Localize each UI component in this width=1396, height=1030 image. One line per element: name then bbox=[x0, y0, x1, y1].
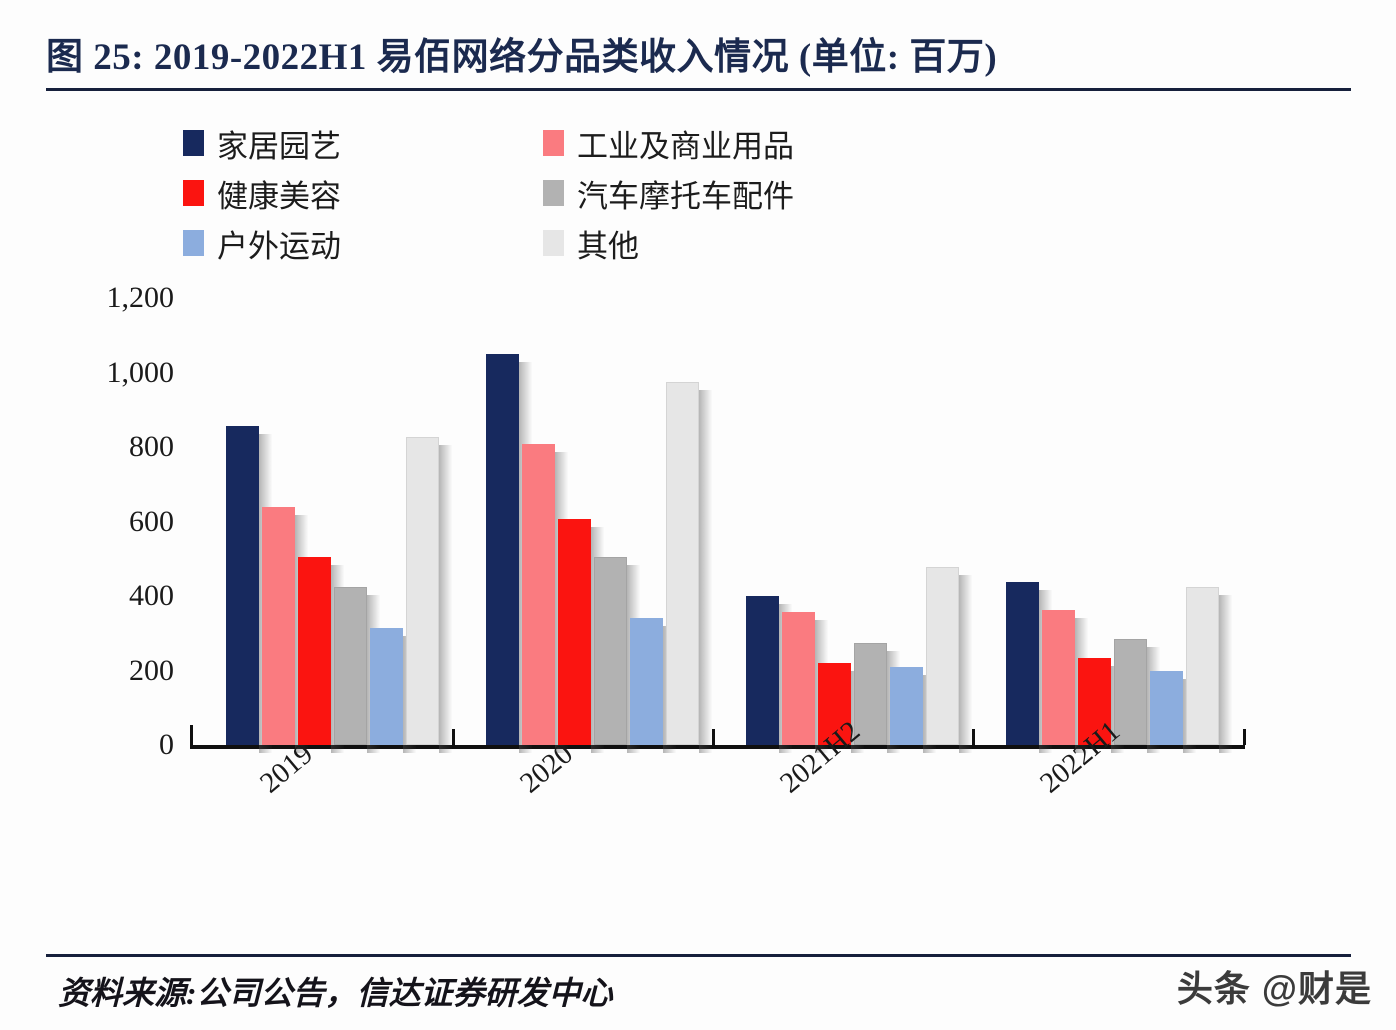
x-axis-tick bbox=[972, 729, 975, 745]
bar[interactable] bbox=[334, 587, 380, 753]
bar-shadow bbox=[959, 574, 972, 753]
y-axis-tick-label: 400 bbox=[129, 579, 174, 612]
bar[interactable] bbox=[666, 381, 712, 753]
legend-item[interactable]: 其他 bbox=[543, 218, 903, 268]
x-axis-tick bbox=[452, 729, 455, 745]
y-axis-tick-label: 1,200 bbox=[106, 281, 175, 314]
y-axis-tick-label: 800 bbox=[129, 430, 174, 463]
legend-item[interactable]: 汽车摩托车配件 bbox=[543, 168, 903, 218]
legend-swatch-icon bbox=[543, 230, 564, 256]
page-title: 图 25: 2019-2022H1 易佰网络分品类收入情况 (单位: 百万) bbox=[46, 37, 998, 78]
bar[interactable] bbox=[1186, 587, 1232, 753]
bar-body bbox=[890, 667, 923, 745]
figure-title-bar: 图 25: 2019-2022H1 易佰网络分品类收入情况 (单位: 百万) bbox=[46, 22, 1351, 84]
title-divider bbox=[46, 88, 1351, 91]
bar-body bbox=[818, 663, 851, 745]
x-axis-line bbox=[190, 745, 1245, 749]
legend-item[interactable]: 户外运动 bbox=[183, 218, 543, 268]
bar-body bbox=[486, 353, 519, 745]
bar-body bbox=[1078, 658, 1111, 745]
bar[interactable] bbox=[926, 566, 972, 753]
bar-shadow bbox=[1219, 595, 1232, 753]
bar-body bbox=[226, 426, 259, 745]
bar-shadow bbox=[439, 444, 452, 753]
bar-body bbox=[926, 566, 959, 745]
bar[interactable] bbox=[746, 596, 792, 753]
watermark: 头条 @财是 bbox=[1176, 968, 1372, 1009]
legend-label: 家居园艺 bbox=[217, 128, 341, 164]
y-axis-tick-label: 200 bbox=[129, 653, 174, 687]
bar-body bbox=[262, 506, 295, 745]
bar[interactable] bbox=[890, 667, 936, 753]
bar-body bbox=[1042, 610, 1075, 745]
legend-item[interactable]: 家居园艺 bbox=[183, 118, 543, 168]
bar-body bbox=[1150, 670, 1183, 745]
bar-body bbox=[782, 612, 815, 745]
bar[interactable] bbox=[406, 436, 452, 753]
x-axis-tick bbox=[712, 729, 715, 745]
y-axis-stub bbox=[190, 725, 193, 745]
bar[interactable] bbox=[630, 617, 676, 753]
bar[interactable] bbox=[854, 642, 900, 753]
chart-legend: 家居园艺 工业及商业用品健康美容 汽车摩托车配件户外运动 其他 bbox=[183, 118, 1143, 268]
y-axis-tick-label: 0 bbox=[159, 728, 174, 761]
legend-swatch-icon bbox=[183, 130, 204, 156]
bar[interactable] bbox=[262, 506, 308, 753]
bar[interactable] bbox=[1006, 581, 1052, 753]
legend-label: 健康美容 bbox=[217, 178, 341, 214]
bar[interactable] bbox=[226, 426, 272, 753]
y-axis-tick-label: 1,000 bbox=[106, 355, 175, 389]
source-note: 资料来源:公司公告，信达证券研发中心 bbox=[58, 975, 613, 1011]
legend-swatch-icon bbox=[183, 230, 204, 256]
bar-body bbox=[1186, 587, 1219, 745]
bar[interactable] bbox=[522, 444, 568, 753]
bar[interactable] bbox=[1150, 670, 1196, 753]
bar[interactable] bbox=[370, 628, 416, 753]
legend-label: 汽车摩托车配件 bbox=[577, 178, 794, 214]
bar[interactable] bbox=[1042, 610, 1088, 753]
bar[interactable] bbox=[782, 612, 828, 753]
legend-item[interactable]: 健康美容 bbox=[183, 168, 543, 218]
bar-body bbox=[558, 518, 591, 745]
bar-body bbox=[370, 628, 403, 745]
bar-body bbox=[1006, 581, 1039, 745]
legend-item[interactable]: 工业及商业用品 bbox=[543, 118, 903, 168]
legend-label: 其他 bbox=[577, 228, 639, 264]
bar-body bbox=[406, 436, 439, 745]
footer-divider bbox=[46, 954, 1351, 957]
bar-body bbox=[630, 617, 663, 745]
legend-swatch-icon bbox=[543, 180, 564, 206]
legend-swatch-icon bbox=[183, 180, 204, 206]
bar-body bbox=[666, 381, 699, 745]
bar[interactable] bbox=[558, 518, 604, 753]
bar-body bbox=[1114, 639, 1147, 745]
bar-body bbox=[854, 642, 887, 745]
bar[interactable] bbox=[1114, 639, 1160, 753]
y-axis-tick-label: 600 bbox=[129, 504, 174, 538]
bar[interactable] bbox=[298, 556, 344, 753]
bar[interactable] bbox=[594, 556, 640, 753]
bar-body bbox=[522, 444, 555, 745]
bar-body bbox=[298, 556, 331, 745]
bar-body bbox=[334, 587, 367, 745]
legend-label: 工业及商业用品 bbox=[577, 128, 794, 164]
y-axis-labels: 0 200 400 600 800 1,000 1,200 bbox=[88, 0, 175, 1030]
bar-body bbox=[746, 596, 779, 745]
bar-shadow bbox=[699, 389, 712, 753]
legend-swatch-icon bbox=[543, 130, 564, 156]
x-axis-tick bbox=[1243, 729, 1246, 745]
bar[interactable] bbox=[486, 353, 532, 753]
legend-label: 户外运动 bbox=[217, 228, 341, 264]
bar-body bbox=[594, 556, 627, 745]
